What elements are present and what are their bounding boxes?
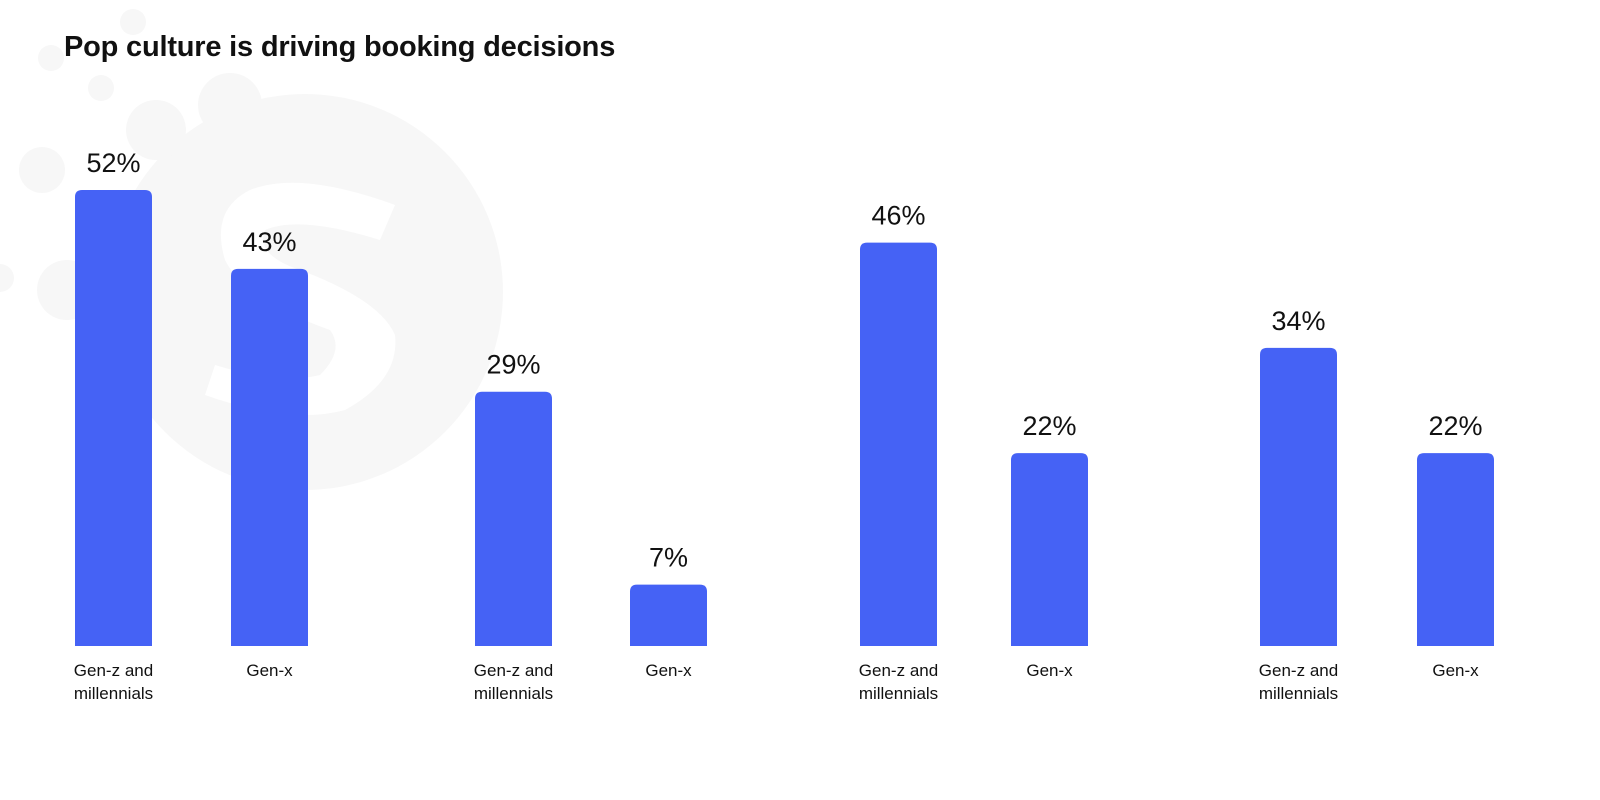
bar xyxy=(75,190,152,646)
bar xyxy=(860,242,937,646)
category-label: Gen-x xyxy=(1432,661,1479,680)
value-label: 29% xyxy=(486,350,540,380)
bar xyxy=(1417,453,1494,646)
value-label: 7% xyxy=(649,543,688,573)
category-label: Gen-z and millennials xyxy=(859,661,938,703)
chart-title: Pop culture is driving booking decisions xyxy=(64,31,616,63)
category-label: Gen-z and millennials xyxy=(474,661,553,703)
category-label: Gen-x xyxy=(1026,661,1073,680)
bar xyxy=(630,584,707,646)
bar xyxy=(1260,347,1337,646)
bar xyxy=(231,268,308,646)
category-label: Gen-z and millennials xyxy=(1259,661,1338,703)
category-label: Gen-z and millennials xyxy=(74,661,153,703)
bar xyxy=(1011,453,1088,646)
category-label: Gen-x xyxy=(645,661,692,680)
bar xyxy=(475,391,552,646)
value-label: 22% xyxy=(1428,411,1482,441)
value-label: 34% xyxy=(1271,306,1325,336)
value-label: 22% xyxy=(1022,411,1076,441)
category-label: Gen-x xyxy=(246,661,293,680)
value-label: 52% xyxy=(86,148,140,178)
value-label: 43% xyxy=(242,227,296,257)
value-label: 46% xyxy=(871,201,925,231)
